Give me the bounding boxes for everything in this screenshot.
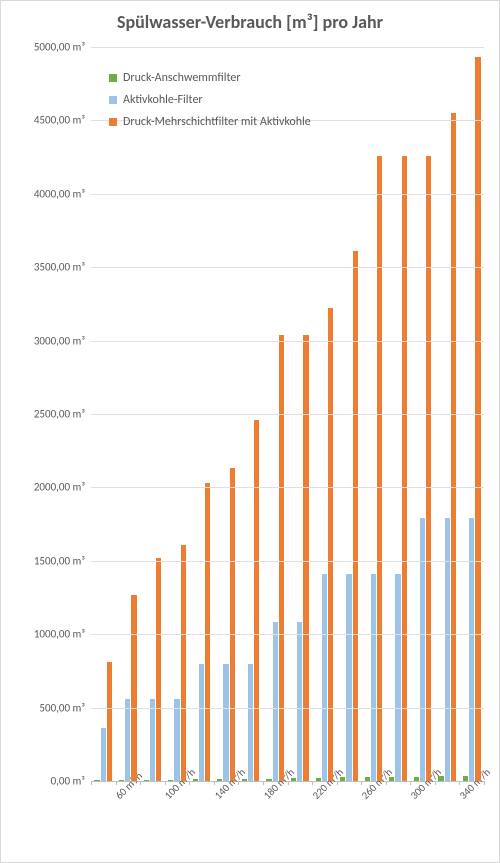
y-tick-label: 4000,00 m³	[34, 187, 91, 200]
plot-area: 60 m³/h100 m³/h140 m³/h180 m³/h220 m³/h2…	[91, 47, 484, 782]
legend-swatch	[109, 118, 117, 126]
x-tick	[410, 781, 411, 785]
x-tick	[214, 781, 215, 785]
x-tick	[361, 781, 362, 785]
x-tick	[116, 781, 117, 785]
legend-item: Druck-Mehrschichtfilter mit Aktivkohle	[109, 111, 311, 133]
legend-swatch	[109, 96, 117, 104]
y-tick-label: 5000,00 m³	[34, 41, 91, 54]
gridline	[91, 267, 484, 268]
y-tick-label: 0,00 m³	[51, 775, 91, 788]
legend-label: Druck-Anschwemmfilter	[123, 71, 241, 85]
y-tick-label: 2000,00 m³	[34, 481, 91, 494]
x-tick	[459, 781, 460, 785]
x-tick	[140, 781, 141, 785]
chart-title: Spülwasser-Verbrauch [m³] pro Jahr	[1, 11, 499, 33]
gridline	[91, 414, 484, 415]
x-tick	[312, 781, 313, 785]
x-tick	[165, 781, 166, 785]
gridline	[91, 47, 484, 48]
gridline	[91, 487, 484, 488]
legend-label: Druck-Mehrschichtfilter mit Aktivkohle	[123, 115, 311, 129]
x-tick	[435, 781, 436, 785]
x-tick	[386, 781, 387, 785]
gridline	[91, 341, 484, 342]
legend-item: Aktivkohle-Filter	[109, 89, 311, 111]
x-tick	[238, 781, 239, 785]
chart-frame: Spülwasser-Verbrauch [m³] pro Jahr 60 m³…	[0, 0, 500, 863]
x-tick	[484, 781, 485, 785]
gridline	[91, 561, 484, 562]
gridline	[91, 634, 484, 635]
legend-label: Aktivkohle-Filter	[123, 93, 203, 107]
y-tick-label: 2500,00 m³	[34, 408, 91, 421]
y-tick-label: 1000,00 m³	[34, 628, 91, 641]
gridline	[91, 708, 484, 709]
x-tick	[189, 781, 190, 785]
gridline	[91, 194, 484, 195]
legend-item: Druck-Anschwemmfilter	[109, 67, 311, 89]
legend-swatch	[109, 74, 117, 82]
y-tick-label: 500,00 m³	[39, 701, 91, 714]
x-tick	[288, 781, 289, 785]
y-tick-label: 1500,00 m³	[34, 554, 91, 567]
x-tick	[91, 781, 92, 785]
legend: Druck-Anschwemmfilter Aktivkohle-Filter …	[109, 67, 311, 133]
y-tick-label: 4500,00 m³	[34, 114, 91, 127]
y-tick-label: 3000,00 m³	[34, 334, 91, 347]
y-tick-label: 3500,00 m³	[34, 261, 91, 274]
x-tick	[337, 781, 338, 785]
x-tick	[263, 781, 264, 785]
